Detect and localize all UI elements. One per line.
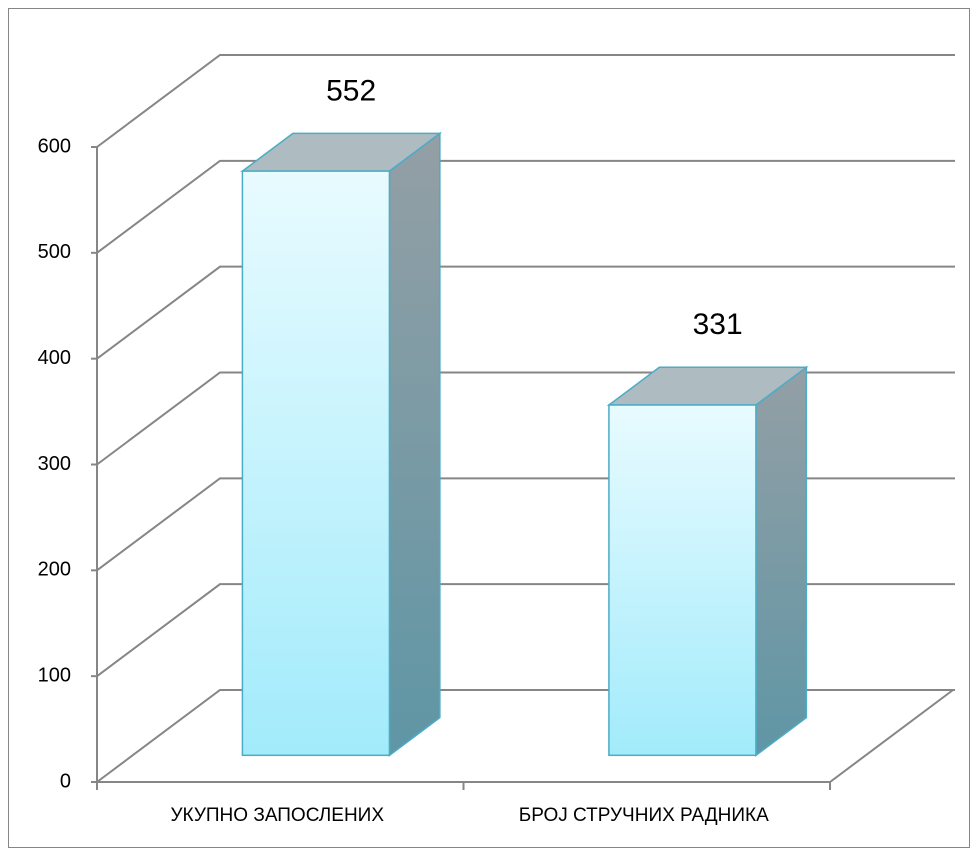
bar xyxy=(241,170,391,757)
y-tick-label: 200 xyxy=(38,559,71,581)
chart-border xyxy=(8,8,970,848)
y-tick-label: 100 xyxy=(38,664,71,686)
x-tick-label: УКУПНО ЗАПОСЛЕНИХ xyxy=(170,805,384,826)
data-label: 552 xyxy=(326,74,376,107)
bar-side xyxy=(755,365,808,757)
grid-line xyxy=(96,265,955,360)
y-tick-label: 600 xyxy=(38,135,71,157)
y-tick-label: 500 xyxy=(38,241,71,263)
bar-side xyxy=(388,131,441,757)
y-tick-label: 400 xyxy=(38,347,71,369)
bar xyxy=(608,404,757,757)
data-label: 331 xyxy=(693,308,743,341)
y-tick-label: 0 xyxy=(60,770,71,792)
grid-line xyxy=(96,159,955,254)
grid-line xyxy=(96,54,955,148)
x-tick-label: БРОЈ СТРУЧНИХ РАДНИКА xyxy=(519,805,769,826)
y-tick-label: 300 xyxy=(38,453,71,475)
